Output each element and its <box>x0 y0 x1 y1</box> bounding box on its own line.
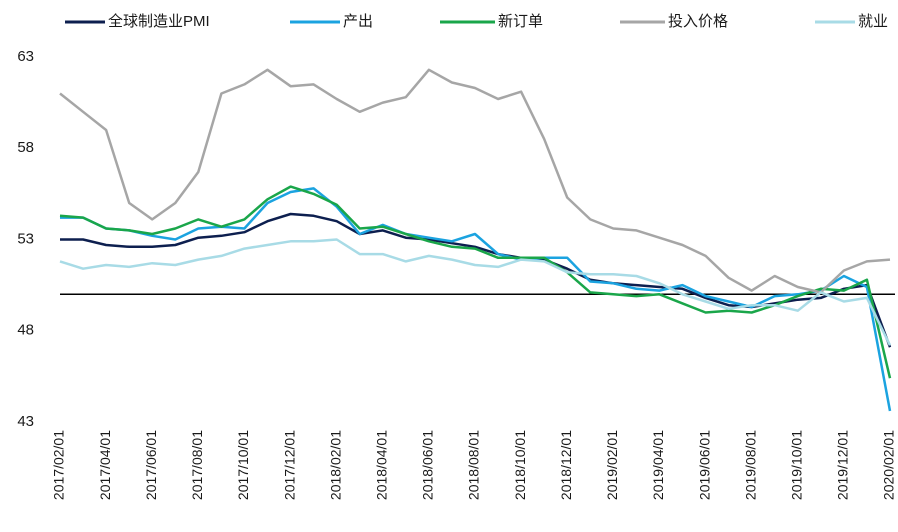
y-tick-label: 48 <box>17 322 34 339</box>
legend-label: 就业 <box>858 13 888 30</box>
y-tick-label: 63 <box>17 48 34 65</box>
x-tick-label: 2019/12/01 <box>835 430 851 500</box>
series-line <box>59 238 892 346</box>
x-tick-label: 2018/08/01 <box>466 430 482 500</box>
x-tick-label: 2018/04/01 <box>373 430 389 500</box>
x-tick-label: 2018/02/01 <box>327 430 343 500</box>
x-tick-label: 2017/04/01 <box>97 430 113 500</box>
legend-label: 新订单 <box>498 13 543 30</box>
y-tick-label: 58 <box>17 139 34 156</box>
y-tick-label: 53 <box>17 230 34 247</box>
legend-label: 投入价格 <box>668 13 728 30</box>
x-tick-label: 2019/10/01 <box>788 430 804 500</box>
legend-label: 全球制造业PMI <box>108 12 210 30</box>
x-tick-label: 2017/06/01 <box>143 430 159 500</box>
x-tick-label: 2018/10/01 <box>512 430 528 500</box>
x-tick-label: 2017/08/01 <box>189 430 205 500</box>
x-tick-label: 2018/06/01 <box>420 430 436 500</box>
x-tick-label: 2019/04/01 <box>650 430 666 500</box>
x-tick-label: 2017/12/01 <box>281 430 297 500</box>
series-line <box>59 185 892 379</box>
y-tick-label: 43 <box>17 413 34 430</box>
series-line <box>59 68 891 294</box>
x-tick-label: 2019/06/01 <box>696 430 712 500</box>
x-tick-label: 2019/08/01 <box>742 430 758 500</box>
x-tick-label: 2019/02/01 <box>604 430 620 500</box>
x-tick-label: 2017/02/01 <box>51 430 67 500</box>
series-line <box>60 187 892 412</box>
x-tick-label: 2018/12/01 <box>558 430 574 500</box>
x-tick-label: 2020/02/01 <box>881 430 897 500</box>
x-tick-label: 2017/10/01 <box>235 430 251 500</box>
legend-label: 产出 <box>343 13 373 30</box>
